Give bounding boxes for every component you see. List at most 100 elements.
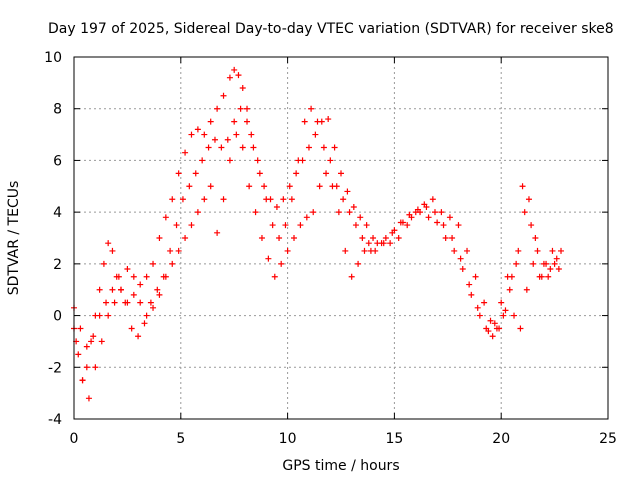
data-point [214,105,221,112]
data-point [199,157,206,164]
data-point [115,273,122,280]
data-point [305,144,312,151]
y-tick-label: 4 [53,205,62,221]
data-point [90,333,97,340]
data-point [515,247,522,254]
data-point [271,273,278,280]
data-point [474,304,481,311]
data-point [117,286,124,293]
x-axis-label: GPS time / hours [282,458,399,474]
x-tick-label: 15 [385,431,403,447]
data-point [429,196,436,203]
data-point [399,219,406,226]
data-point [130,273,137,280]
data-point [382,235,389,241]
data-point [286,183,293,190]
data-point [201,196,208,203]
data-point [295,157,302,164]
data-point [363,222,370,229]
data-point [442,235,449,241]
data-point [365,240,372,247]
data-point [530,260,537,267]
data-point [143,312,150,319]
data-point [263,196,270,203]
data-point [220,92,227,99]
data-point [387,240,394,247]
data-point [367,247,374,254]
data-point [308,105,315,112]
data-point [521,209,528,216]
data-point [96,286,103,293]
data-point [310,209,317,216]
data-point [214,229,221,236]
data-point [83,364,90,371]
data-point [446,214,453,221]
chart-title: Day 197 of 2025, Sidereal Day-to-day VTE… [48,21,614,37]
data-point [404,222,411,229]
data-point [85,395,92,402]
data-point [273,203,280,210]
data-point [517,325,524,332]
data-point [211,136,218,143]
data-point [130,291,137,298]
data-point [192,170,199,177]
data-point [182,149,189,156]
data-point [128,325,135,332]
data-point [226,157,233,164]
data-point [528,222,535,229]
data-point [558,247,565,254]
data-point [224,136,231,143]
data-point [374,240,381,247]
data-point [169,260,176,267]
data-point [205,144,212,151]
data-point [246,183,253,190]
data-point [519,183,526,190]
data-point [489,333,496,340]
data-point [109,286,116,293]
data-point [340,196,347,203]
data-point [207,118,214,125]
data-point [329,183,336,190]
data-point [254,157,261,164]
data-point [269,222,276,229]
data-point [370,235,377,241]
data-point [239,85,246,92]
data-point [244,105,251,112]
data-point [547,266,554,273]
data-point [194,126,201,133]
data-point [338,170,344,177]
data-point [111,299,118,306]
data-point [525,196,532,203]
data-point [92,364,99,371]
data-point [438,209,445,216]
data-point [545,273,552,280]
series-track-c [73,131,562,402]
y-tick-label: -2 [48,360,62,376]
data-point [303,214,310,221]
data-point [555,266,562,273]
data-point [162,214,169,221]
data-point [297,222,304,229]
data-point [100,260,107,267]
data-point [350,203,357,210]
data-point [258,235,265,241]
data-point [188,222,195,229]
data-point [342,247,349,254]
data-point [487,317,494,324]
data-point [352,222,359,229]
data-point [355,260,362,267]
data-point [182,235,189,241]
data-point [250,144,257,151]
data-point [502,307,509,314]
data-point [455,222,462,229]
data-point [451,247,458,254]
data-point [323,170,330,177]
data-point [312,131,319,138]
data-point [335,209,342,216]
data-point [284,247,291,254]
y-tick-label: -4 [48,412,62,428]
data-point [83,343,90,350]
data-point [147,299,154,306]
data-point [231,66,238,73]
data-point [331,144,338,151]
